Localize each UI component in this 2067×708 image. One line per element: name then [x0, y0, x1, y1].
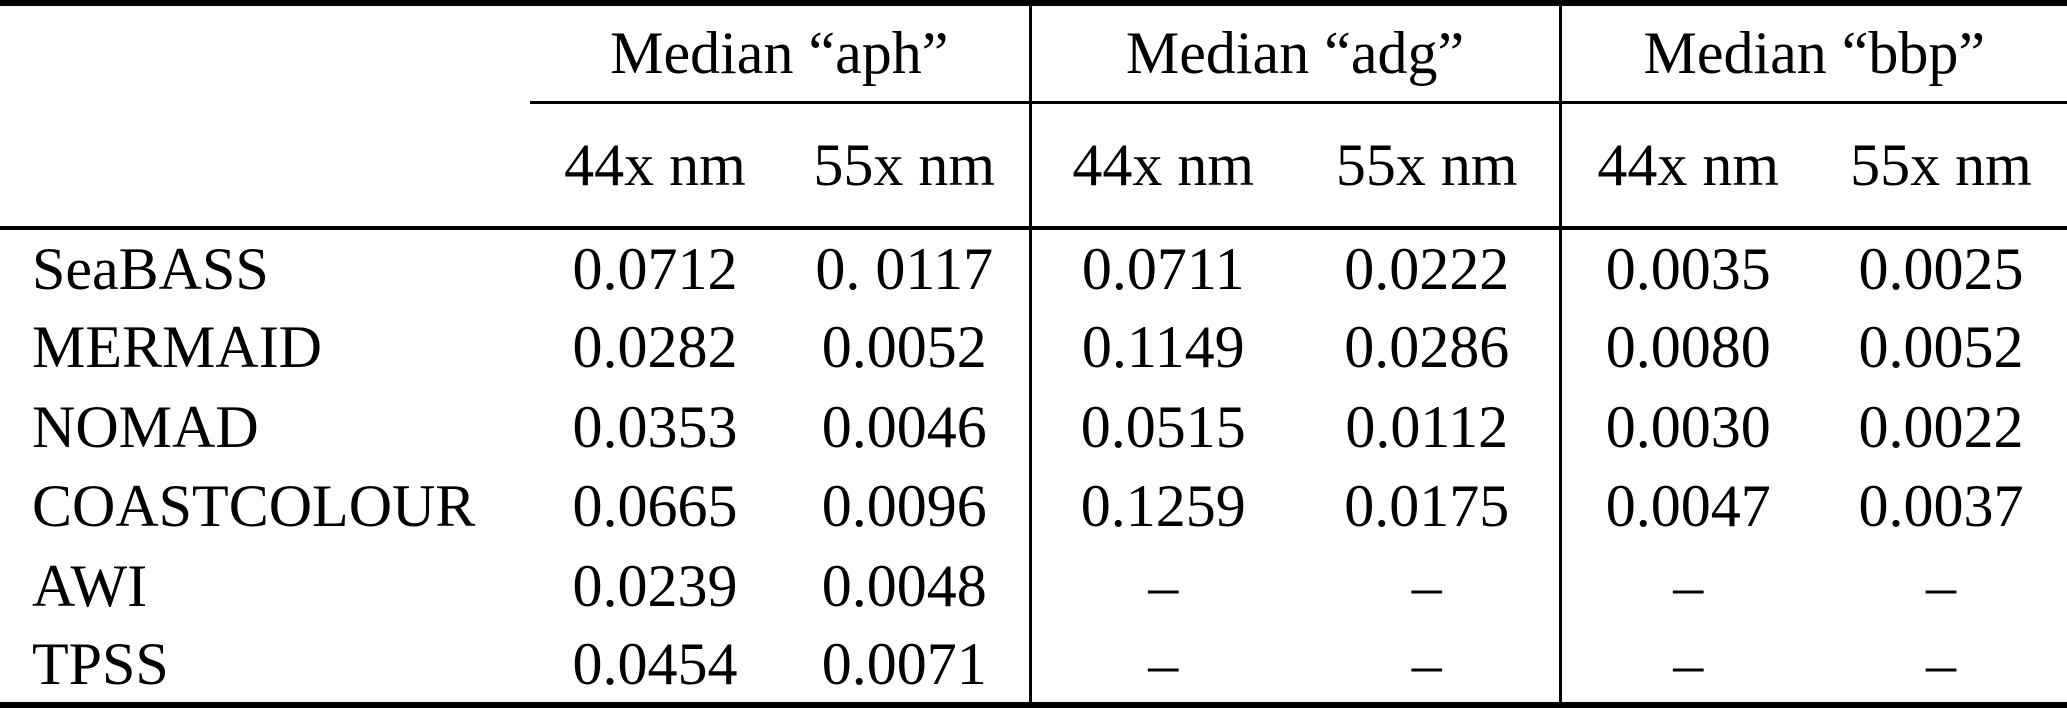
value-cell: 0.0454: [572, 630, 738, 697]
value-cell: 0.0025: [1858, 235, 2024, 302]
table-row-awi: AWI 0.0239 0.0048 – – – –: [0, 546, 2067, 626]
value-cell: 0.0239: [572, 552, 738, 619]
value-cell: 0.0052: [821, 314, 987, 381]
value-cell: 0.0096: [821, 473, 987, 540]
value-cell: –: [1028, 546, 1295, 626]
value-cell: 0. 0117: [815, 235, 994, 302]
value-cell: 0.0080: [1558, 307, 1815, 387]
corner-empty-cell: [0, 102, 530, 230]
subheader-adg-44x: 44x nm: [1028, 102, 1295, 230]
subheader-aph-44x: 44x nm: [530, 102, 780, 230]
subheader-bbp-55x: 55x nm: [1815, 102, 2067, 230]
group-header-bbp: Median “bbp”: [1558, 3, 2067, 104]
value-cell: 0.0711: [1028, 228, 1295, 308]
value-cell: –: [1028, 625, 1295, 705]
value-cell: 0.0046: [821, 393, 987, 460]
value-cell: 0.0222: [1344, 235, 1510, 302]
subheader-adg-55x: 55x nm: [1295, 102, 1560, 230]
table-row-nomad: NOMAD 0.0353 0.0046 0.0515 0.0112 0.0030…: [0, 387, 2067, 467]
table-header: Median “aph” Median “adg” Median “bbp” 4…: [0, 3, 2067, 230]
value-cell: 0.0030: [1558, 387, 1815, 467]
value-cell: 0.0048: [821, 552, 987, 619]
value-cell: 0.0353: [572, 393, 738, 460]
row-label: AWI: [32, 552, 148, 619]
value-cell: 0.1149: [1028, 307, 1295, 387]
value-cell: –: [1411, 552, 1442, 619]
value-cell: –: [1926, 630, 1956, 697]
value-cell: 0.0071: [821, 630, 987, 697]
row-label: SeaBASS: [32, 235, 269, 302]
value-cell: –: [1558, 546, 1815, 626]
row-label: NOMAD: [32, 393, 259, 460]
value-cell: 0.0112: [1345, 393, 1509, 460]
value-cell: 0.0037: [1858, 473, 2024, 540]
value-cell: 0.0712: [572, 235, 738, 302]
value-cell: –: [1926, 552, 1956, 619]
group-header-row: Median “aph” Median “adg” Median “bbp”: [0, 3, 2067, 104]
row-label: COASTCOLOUR: [32, 473, 476, 540]
value-cell: 0.1259: [1028, 466, 1295, 546]
table-body: SeaBASS 0.0712 0. 0117 0.0711 0.0222 0.0…: [0, 228, 2067, 705]
table-row-tpss: TPSS 0.0454 0.0071 – – – –: [0, 625, 2067, 705]
value-cell: 0.0665: [572, 473, 738, 540]
table-row-seabass: SeaBASS 0.0712 0. 0117 0.0711 0.0222 0.0…: [0, 228, 2067, 308]
value-cell: –: [1411, 630, 1442, 697]
value-cell: 0.0022: [1858, 393, 2024, 460]
value-cell: 0.0282: [572, 314, 738, 381]
table-row-mermaid: MERMAID 0.0282 0.0052 0.1149 0.0286 0.00…: [0, 307, 2067, 387]
value-cell: 0.0286: [1344, 314, 1510, 381]
table-row-coastcolour: COASTCOLOUR 0.0665 0.0096 0.1259 0.0175 …: [0, 466, 2067, 546]
group-header-adg: Median “adg”: [1028, 3, 1560, 104]
corner-empty-cell: [0, 3, 530, 102]
value-cell: 0.0052: [1858, 314, 2024, 381]
subheader-bbp-44x: 44x nm: [1558, 102, 1815, 230]
row-label: MERMAID: [32, 314, 323, 381]
value-cell: 0.0047: [1558, 466, 1815, 546]
subheader-row: 44x nm 55x nm 44x nm 55x nm 44x nm 55x n…: [0, 102, 2067, 230]
subheader-aph-55x: 55x nm: [780, 102, 1030, 230]
value-cell: 0.0035: [1558, 228, 1815, 308]
value-cell: –: [1558, 625, 1815, 705]
group-header-aph: Median “aph”: [530, 3, 1030, 104]
value-cell: 0.0175: [1344, 473, 1510, 540]
value-cell: 0.0515: [1028, 387, 1295, 467]
row-label: TPSS: [32, 630, 169, 697]
